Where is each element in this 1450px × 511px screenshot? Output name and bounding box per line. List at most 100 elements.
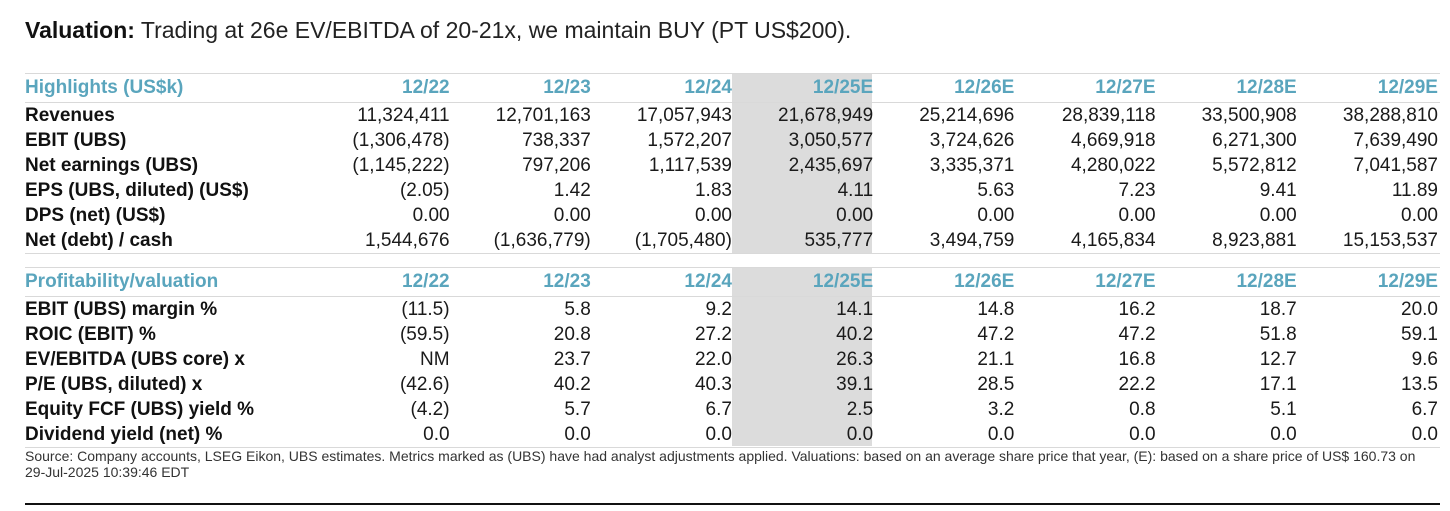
table-cell: 51.8 bbox=[1259, 324, 1297, 345]
table-cell: 0.00 bbox=[412, 205, 450, 226]
table-cell: 7.23 bbox=[1118, 180, 1156, 201]
table-row: Net (debt) / cash 1,544,676 (1,636,779) (1,… bbox=[25, 228, 1440, 254]
headline-text: Trading at 26e EV/EBITDA of 20-21x, we m… bbox=[140, 17, 852, 43]
table-cell: (42.6) bbox=[399, 374, 450, 395]
table-cell: 5,572,812 bbox=[1212, 155, 1297, 176]
table-cell: 11,324,411 bbox=[357, 105, 450, 126]
table-cell: 40.3 bbox=[694, 374, 732, 395]
table-cell: 7,041,587 bbox=[1353, 155, 1438, 176]
table-row: P/E (UBS, diluted) x (42.6) 40.2 40.3 39.1 28… bbox=[25, 372, 1440, 397]
table-cell: (1,636,779) bbox=[451, 228, 593, 254]
table-cell: 39.1 bbox=[836, 374, 874, 395]
table-cell: 797,206 bbox=[522, 155, 591, 176]
column-header: 12/22 bbox=[310, 73, 452, 103]
table-cell: 0.00 bbox=[836, 205, 874, 226]
row-label: P/E (UBS, diluted) x bbox=[25, 374, 203, 395]
table-cell: 14.8 bbox=[977, 299, 1015, 320]
table-row: EBIT (UBS) margin % (11.5) 5.8 9.2 14.1 14.8 1… bbox=[25, 297, 1440, 323]
table-cell: (1,705,480) bbox=[592, 228, 734, 254]
table-cell: 15,153,537 bbox=[1298, 228, 1440, 254]
estimate-column-highlight bbox=[732, 267, 872, 446]
table-cell: 11.89 bbox=[1391, 180, 1438, 201]
table-cell: 22.2 bbox=[1118, 374, 1156, 395]
table-cell: 0.00 bbox=[1118, 205, 1156, 226]
section-title: Highlights (US$k) bbox=[25, 73, 311, 103]
table-cell: 2,435,697 bbox=[788, 155, 874, 176]
table-cell: 0.0 bbox=[1298, 422, 1440, 448]
table-cell: 20.0 bbox=[1401, 299, 1438, 320]
table-cell: 20.8 bbox=[553, 324, 591, 345]
table-row: EPS (UBS, diluted) (US$) (2.05) 1.42 1.83 4.… bbox=[25, 178, 1440, 203]
column-header: 12/29E bbox=[1298, 267, 1440, 297]
table-cell: 21.1 bbox=[977, 349, 1015, 370]
bottom-divider bbox=[25, 503, 1440, 505]
table-cell: 9.6 bbox=[1411, 349, 1438, 370]
table-cell: 12.7 bbox=[1259, 349, 1297, 370]
estimate-column-highlight bbox=[732, 73, 872, 254]
table-cell: 16.2 bbox=[1118, 299, 1156, 320]
table-cell: NM bbox=[420, 349, 450, 370]
column-header: 12/26E bbox=[875, 73, 1017, 103]
table-cell: 5.1 bbox=[1270, 399, 1297, 420]
table-cell: 5.7 bbox=[564, 399, 591, 420]
table-cell: 3,050,577 bbox=[788, 130, 874, 151]
highlights-table: Highlights (US$k) 12/22 12/23 12/24 12/2… bbox=[25, 73, 1440, 254]
table-row: DPS (net) (US$) 0.00 0.00 0.00 0.00 0.00 0.00 0… bbox=[25, 203, 1440, 228]
table-cell: 0.00 bbox=[553, 205, 591, 226]
table-cell: 28,839,118 bbox=[1061, 105, 1156, 126]
table-cell: 33,500,908 bbox=[1201, 105, 1297, 126]
table-cell: (1,145,222) bbox=[352, 155, 450, 176]
table-cell: 4.11 bbox=[837, 180, 874, 201]
table-cell: (11.5) bbox=[401, 299, 450, 320]
table-cell: 17,057,943 bbox=[636, 105, 732, 126]
table-cell: 0.0 bbox=[310, 422, 452, 448]
table-cell: 17.1 bbox=[1259, 374, 1297, 395]
table-header-row: Profitability/valuation 12/22 12/23 12/2… bbox=[25, 267, 1440, 297]
table-row: EV/EBITDA (UBS core) x NM 23.7 22.0 26.3 21.1… bbox=[25, 347, 1440, 372]
source-footnote: Source: Company accounts, LSEG Eikon, UB… bbox=[25, 448, 1416, 480]
table-cell: 9.2 bbox=[705, 299, 732, 320]
table-header-row: Highlights (US$k) 12/22 12/23 12/24 12/2… bbox=[25, 73, 1440, 103]
column-header: 12/27E bbox=[1016, 267, 1158, 297]
row-label: EPS (UBS, diluted) (US$) bbox=[25, 180, 249, 201]
table-cell: 1.42 bbox=[553, 180, 591, 201]
table-cell: (4.2) bbox=[410, 399, 450, 420]
column-header: 12/27E bbox=[1016, 73, 1158, 103]
table-cell: 0.0 bbox=[1157, 422, 1299, 448]
table-cell: 1.83 bbox=[694, 180, 732, 201]
table-cell: 1,544,676 bbox=[310, 228, 452, 254]
table-cell: 0.00 bbox=[1259, 205, 1297, 226]
table-cell: 3,335,371 bbox=[929, 155, 1015, 176]
profitability-table: Profitability/valuation 12/22 12/23 12/2… bbox=[25, 267, 1440, 448]
row-label: EBIT (UBS) bbox=[25, 130, 127, 151]
table-cell: 16.8 bbox=[1118, 349, 1156, 370]
column-header: 12/24 bbox=[592, 267, 734, 297]
table-cell: 40.2 bbox=[553, 374, 591, 395]
table-cell: 12,701,163 bbox=[495, 105, 591, 126]
column-header: 12/24 bbox=[592, 73, 734, 103]
column-header: 12/26E bbox=[875, 267, 1017, 297]
table-cell: 38,288,810 bbox=[1342, 105, 1438, 126]
table-cell: 0.0 bbox=[875, 422, 1017, 448]
table-cell: 0.0 bbox=[733, 422, 876, 448]
row-label: Net earnings (UBS) bbox=[25, 155, 199, 176]
table-cell: 0.8 bbox=[1129, 399, 1156, 420]
row-label: Net (debt) / cash bbox=[25, 228, 311, 254]
column-header: 12/22 bbox=[310, 267, 452, 297]
table-cell: 27.2 bbox=[694, 324, 732, 345]
row-label: Revenues bbox=[25, 105, 115, 126]
row-label: Equity FCF (UBS) yield % bbox=[25, 399, 255, 420]
table-cell: 1,572,207 bbox=[647, 130, 732, 151]
table-cell: 4,165,834 bbox=[1016, 228, 1158, 254]
table-cell: 59.1 bbox=[1401, 324, 1438, 345]
table-cell: 0.0 bbox=[451, 422, 593, 448]
table-cell: 4,669,918 bbox=[1070, 130, 1156, 151]
table-cell: 26.3 bbox=[836, 349, 874, 370]
table-cell: 22.0 bbox=[694, 349, 732, 370]
table-row: ROIC (EBIT) % (59.5) 20.8 27.2 40.2 47.2 47.2 5… bbox=[25, 322, 1440, 347]
valuation-headline: Valuation: Trading at 26e EV/EBITDA of 2… bbox=[25, 14, 851, 46]
table-cell: 3.2 bbox=[987, 399, 1015, 420]
column-header: 12/25E bbox=[733, 267, 876, 297]
table-cell: 2.5 bbox=[846, 399, 874, 420]
row-label: EV/EBITDA (UBS core) x bbox=[25, 349, 245, 370]
